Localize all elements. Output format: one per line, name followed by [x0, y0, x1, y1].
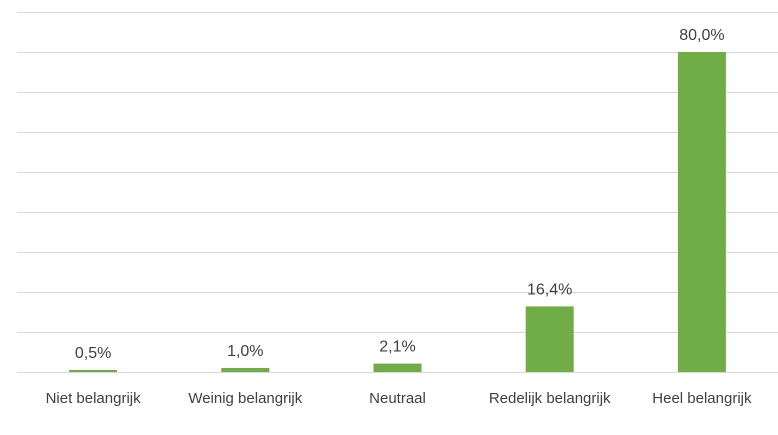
x-tick-label: Niet belangrijk — [45, 390, 141, 407]
bar — [373, 363, 422, 372]
data-label: 80,0% — [679, 27, 724, 44]
x-tick-label: Redelijk belangrijk — [488, 390, 611, 407]
data-label: 2,1% — [379, 339, 415, 356]
data-label: 16,4% — [527, 281, 572, 298]
bar — [525, 306, 574, 372]
x-tick-label: Neutraal — [369, 390, 426, 407]
data-label: 1,0% — [227, 343, 263, 360]
bar — [69, 370, 118, 372]
data-label: 0,5% — [75, 345, 111, 362]
bar — [221, 368, 270, 372]
bar — [677, 52, 726, 372]
x-tick-label: Weinig belangrijk — [188, 390, 303, 407]
x-tick-label: Heel belangrijk — [652, 390, 752, 407]
